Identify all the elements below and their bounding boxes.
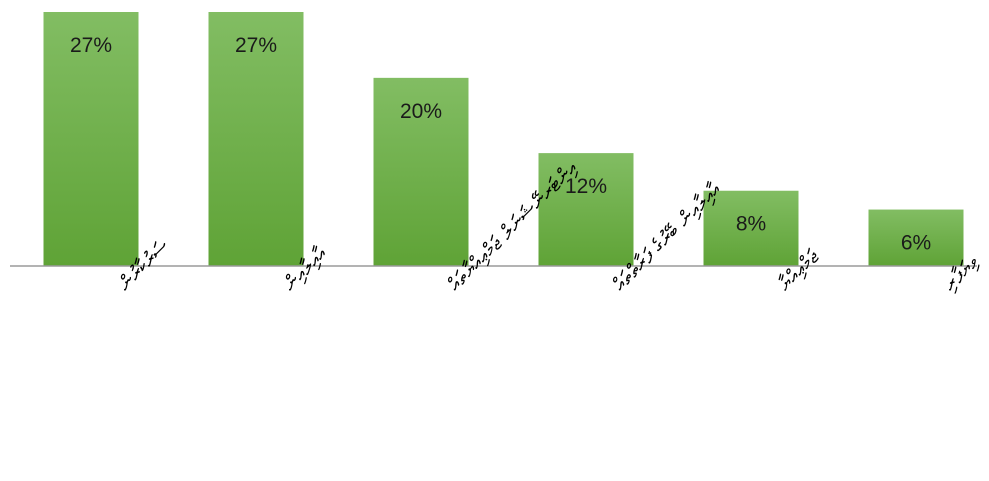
bar-value-label-4: 12% xyxy=(565,175,607,198)
bar-5 xyxy=(703,190,799,266)
value-labels-group: 27% 27% 20% 12% 8% 6% xyxy=(70,34,931,255)
bar-value-label-3: 20% xyxy=(400,100,442,123)
bar-2 xyxy=(208,12,304,266)
bar-6 xyxy=(868,209,964,266)
bars-group xyxy=(43,12,964,266)
bar-value-label-6: 6% xyxy=(901,232,931,255)
bar-3 xyxy=(373,77,469,266)
bar-value-label-1: 27% xyxy=(70,34,112,57)
bar-1 xyxy=(43,12,139,266)
bar-value-label-5: 8% xyxy=(736,213,766,236)
bar-value-label-2: 27% xyxy=(235,34,277,57)
bar-4 xyxy=(538,153,634,266)
